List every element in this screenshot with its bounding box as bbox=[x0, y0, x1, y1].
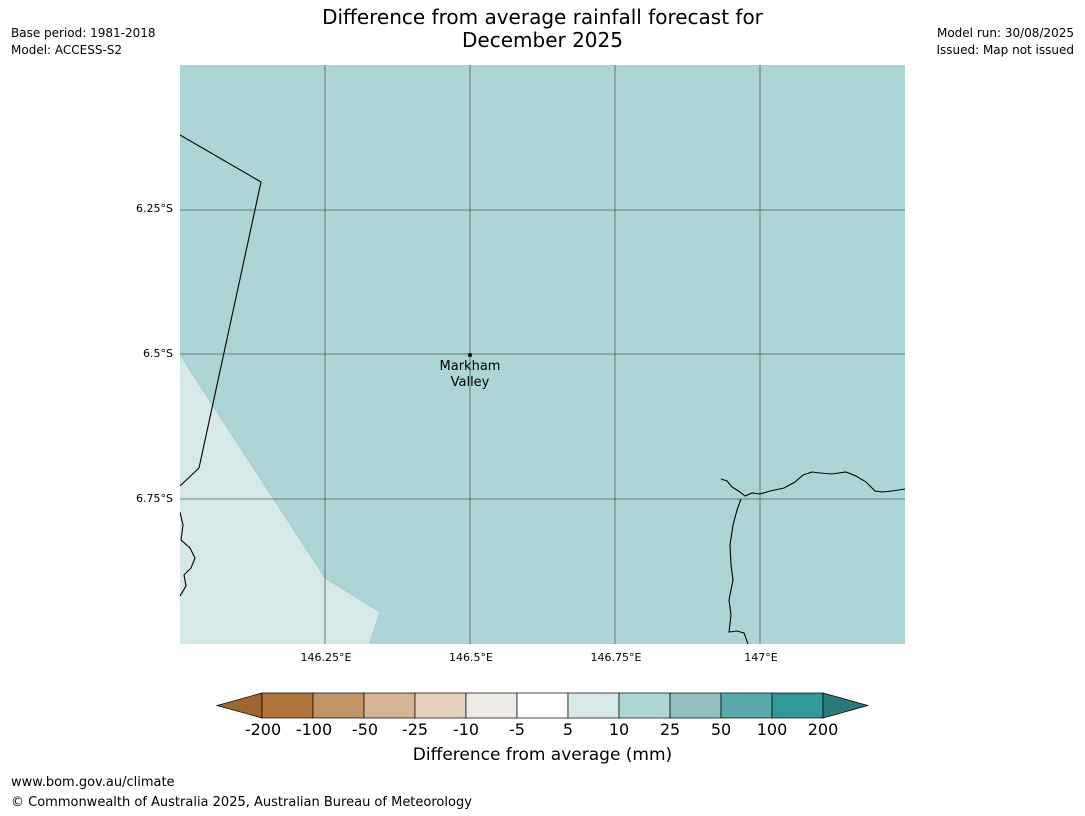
legend-tick: 50 bbox=[710, 720, 732, 739]
meta-right: Model run: 30/08/2025 Issued: Map not is… bbox=[936, 25, 1074, 59]
colorbar-segment bbox=[771, 692, 824, 719]
legend-tick: -5 bbox=[509, 720, 525, 739]
lon-label-146-75: 146.75°E bbox=[590, 651, 642, 664]
coastline-west bbox=[180, 511, 196, 597]
place-label-line-1: Markham bbox=[439, 359, 501, 374]
legend-tick: -50 bbox=[351, 720, 379, 739]
colorbar-segment bbox=[414, 692, 467, 719]
base-period-text: Base period: 1981-2018 bbox=[11, 26, 156, 40]
footer-url[interactable]: www.bom.gov.au/climate bbox=[11, 775, 175, 790]
colorbar-segments bbox=[215, 692, 870, 719]
model-text: Model: ACCESS-S2 bbox=[11, 43, 123, 57]
region-boundary bbox=[180, 354, 381, 644]
legend-tick: 10 bbox=[608, 720, 630, 739]
lon-label-146-25: 146.25°E bbox=[300, 651, 352, 664]
legend-tick: 5 bbox=[562, 720, 574, 739]
colorbar-segment bbox=[618, 692, 671, 719]
lat-label-6-25: 6.25°S bbox=[136, 202, 173, 215]
place-label-line-2: Valley bbox=[450, 375, 490, 390]
colorbar-segment bbox=[720, 692, 773, 719]
colorbar-segment bbox=[363, 692, 416, 719]
legend-tick: 25 bbox=[659, 720, 681, 739]
map-title: Difference from average rainfall forecas… bbox=[0, 6, 1085, 52]
colorbar-segment bbox=[669, 692, 722, 719]
gridlines bbox=[180, 65, 905, 644]
colorbar-segment bbox=[261, 692, 314, 719]
colorbar-segment bbox=[312, 692, 365, 719]
legend-title: Difference from average (mm) bbox=[412, 745, 673, 765]
lat-label-6-5: 6.5°S bbox=[143, 347, 173, 360]
region-5-10 bbox=[180, 355, 380, 644]
legend-tick: -200 bbox=[244, 720, 282, 739]
legend-tick: -10 bbox=[452, 720, 480, 739]
issued-text: Issued: Map not issued bbox=[936, 43, 1074, 57]
legend-tick: -25 bbox=[401, 720, 429, 739]
model-run-text: Model run: 30/08/2025 bbox=[936, 26, 1074, 40]
lat-label-6-75: 6.75°S bbox=[136, 492, 173, 505]
title-line-1: Difference from average rainfall forecas… bbox=[322, 5, 763, 29]
meta-left: Base period: 1981-2018 Model: ACCESS-S2 bbox=[11, 25, 156, 59]
legend-tick: -100 bbox=[295, 720, 333, 739]
colorbar-extend-high bbox=[822, 692, 870, 719]
colorbar-segment bbox=[567, 692, 620, 719]
coastline-east bbox=[720, 471, 905, 644]
lon-label-147: 147°E bbox=[744, 651, 778, 664]
title-line-2: December 2025 bbox=[462, 28, 623, 52]
lon-label-146-5: 146.5°E bbox=[449, 651, 493, 664]
legend-tick: 200 bbox=[807, 720, 839, 739]
province-border bbox=[180, 134, 262, 487]
colorbar-segment bbox=[516, 692, 569, 719]
colorbar-segment bbox=[465, 692, 518, 719]
footer-copyright: © Commonwealth of Australia 2025, Austra… bbox=[11, 795, 472, 810]
colorbar-extend-low bbox=[215, 692, 263, 719]
markham-valley-marker bbox=[468, 353, 472, 357]
legend-tick: 100 bbox=[756, 720, 788, 739]
place-label-markham-valley: Markham Valley bbox=[410, 359, 530, 391]
